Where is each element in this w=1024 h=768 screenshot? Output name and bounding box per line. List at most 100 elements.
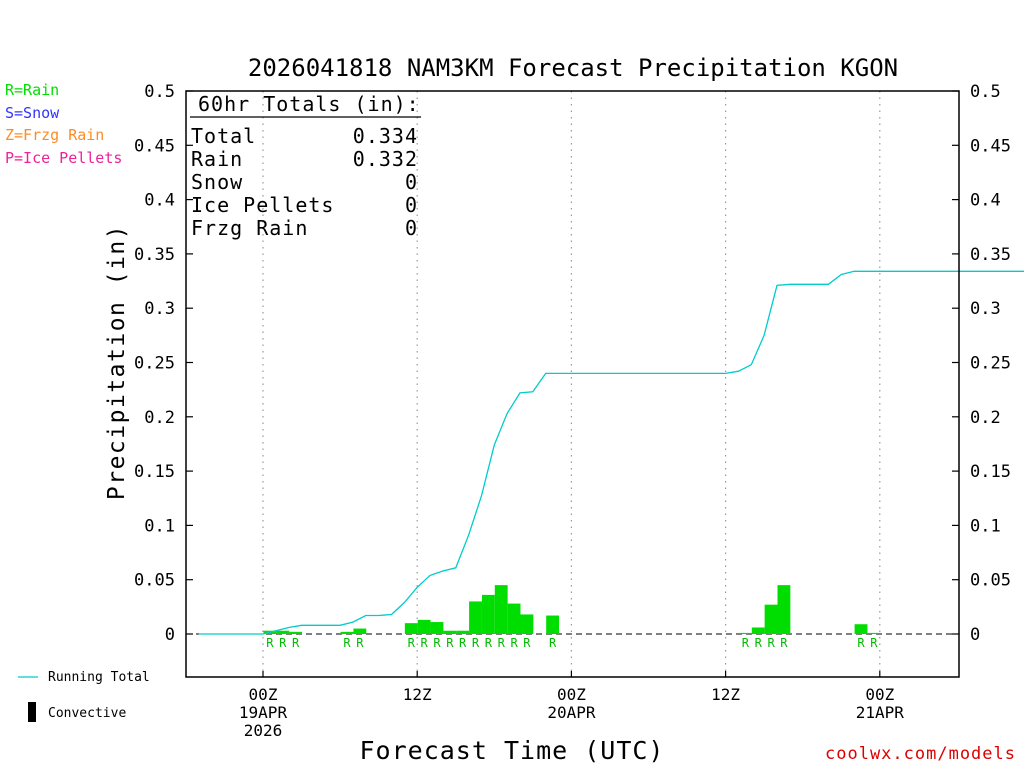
ptype-label: R (408, 636, 416, 650)
precip-bar (404, 623, 418, 634)
chart-title: 2026041818 NAM3KM Forecast Precipitation… (248, 54, 898, 82)
precip-bar (546, 615, 560, 634)
ptype-label: R (266, 636, 274, 650)
precip-bar (777, 585, 791, 634)
y-tick-label: 0.45 (970, 136, 1011, 156)
ptype-legend-ice-pellets: P=Ice Pellets (5, 149, 123, 167)
precip-bar (469, 601, 482, 634)
ptype-legend-snow: S=Snow (5, 104, 60, 122)
ptype-label: R (446, 636, 454, 650)
totals-heading: 60hr Totals (in): (198, 92, 420, 116)
y-tick-label: 0.3 (970, 299, 1001, 319)
running-total-legend-label: Running Total (48, 670, 150, 685)
x-tick-label: 19APR (239, 703, 288, 722)
ptype-label: R (292, 636, 300, 650)
y-tick-label: 0.35 (970, 245, 1011, 265)
y-tick-label: 0.5 (970, 82, 1001, 102)
y-tick-label: 0 (165, 625, 175, 645)
x-tick-label: 12Z (711, 685, 740, 704)
line-legend (18, 676, 38, 722)
totals-row-value: 0 (405, 193, 418, 217)
ptype-label: R (767, 636, 775, 650)
y-axis-left: 0 0.05 0.1 0.15 0.2 0.25 0.3 0.35 0.4 0.45 0.5 (134, 82, 193, 645)
y-tick-label: 0.1 (144, 516, 175, 536)
ptype-legend-frzg-rain: Z=Frzg Rain (5, 126, 105, 144)
totals-row-value: 0.332 (353, 147, 418, 171)
y-axis-label: Precipitation (in) (104, 224, 130, 500)
totals-rows: Total 0.334 Rain 0.332 Snow 0 Ice Pellets 0 Frzg… (191, 124, 418, 240)
precip-bar (340, 631, 354, 634)
convective-legend-swatch (28, 702, 36, 722)
totals-row-label: Frzg Rain (191, 216, 308, 240)
ptype-label: R (780, 636, 788, 650)
ptype-label: R (356, 636, 364, 650)
ptype-label: R (459, 636, 467, 650)
y-tick-label: 0.05 (970, 571, 1011, 591)
y-tick-label: 0.25 (134, 354, 175, 374)
x-tick-label: 20APR (547, 703, 596, 722)
precip-bar (353, 628, 367, 634)
running-total-line (198, 270, 1024, 635)
y-tick-label: 0.15 (970, 462, 1011, 482)
ptype-label: R (510, 636, 518, 650)
precip-bar (520, 614, 534, 634)
ptype-label: R (870, 636, 878, 650)
x-tick-label: 00Z (249, 685, 278, 704)
ptype-label: R (279, 636, 287, 650)
ptype-label: R (433, 636, 441, 650)
ptype-label: R (421, 636, 429, 650)
y-tick-label: 0.25 (970, 354, 1011, 374)
site-branding: coolwx.com/models (825, 744, 1016, 764)
precip-bar (289, 631, 303, 634)
y-tick-label: 0.1 (970, 516, 1001, 536)
ptype-label: R (549, 636, 557, 650)
hourly-precip-bars (263, 585, 881, 634)
totals-row-label: Total (191, 124, 256, 148)
precip-bar (430, 622, 444, 634)
y-tick-label: 0.2 (144, 408, 175, 428)
y-tick-label: 0.4 (144, 191, 175, 211)
ptype-label: R (343, 636, 351, 650)
precip-bar (456, 630, 470, 634)
y-tick-label: 0.05 (134, 571, 175, 591)
ptype-label: R (742, 636, 750, 650)
precip-bar (494, 585, 508, 634)
y-tick-label: 0.15 (134, 462, 175, 482)
precip-bar (443, 630, 457, 634)
x-tick-label: 00Z (865, 685, 894, 704)
convective-legend-label: Convective (48, 706, 127, 721)
precip-bar (738, 632, 752, 634)
precip-bar (507, 603, 521, 634)
y-axis-right: 0 0.05 0.1 0.15 0.2 0.25 0.3 0.35 0.4 0.45 0.5 (952, 82, 1011, 645)
totals-row-label: Snow (191, 170, 243, 194)
ptype-label: R (498, 636, 506, 650)
y-tick-label: 0.5 (144, 82, 175, 102)
precip-bar (481, 594, 495, 634)
precip-bar (417, 619, 431, 634)
totals-box: 60hr Totals (in): Total 0.334 Rain 0.332 Sno… (190, 92, 421, 240)
x-tick-label: 12Z (403, 685, 432, 704)
totals-row-label: Rain (191, 147, 243, 171)
x-axis-label: Forecast Time (UTC) (360, 736, 665, 765)
y-tick-label: 0.35 (134, 245, 175, 265)
y-tick-label: 0.45 (134, 136, 175, 156)
y-tick-label: 0.3 (144, 299, 175, 319)
totals-row-label: Ice Pellets (191, 193, 334, 217)
ptype-label: R (472, 636, 480, 650)
precip-bar (867, 632, 881, 634)
vertical-gridlines (262, 91, 881, 677)
ptype-label: R (755, 636, 763, 650)
y-tick-label: 0 (970, 625, 980, 645)
totals-row-value: 0.334 (353, 124, 418, 148)
ptype-legend-rain: R=Rain (5, 81, 60, 99)
precip-bar (276, 630, 290, 634)
ptype-label: R (857, 636, 865, 650)
totals-row-value: 0 (405, 216, 418, 240)
totals-row-value: 0 (405, 170, 418, 194)
x-tick-label: 00Z (557, 685, 586, 704)
ptype-label: R (485, 636, 493, 650)
precip-bar (854, 624, 868, 634)
precip-bar (751, 627, 765, 634)
